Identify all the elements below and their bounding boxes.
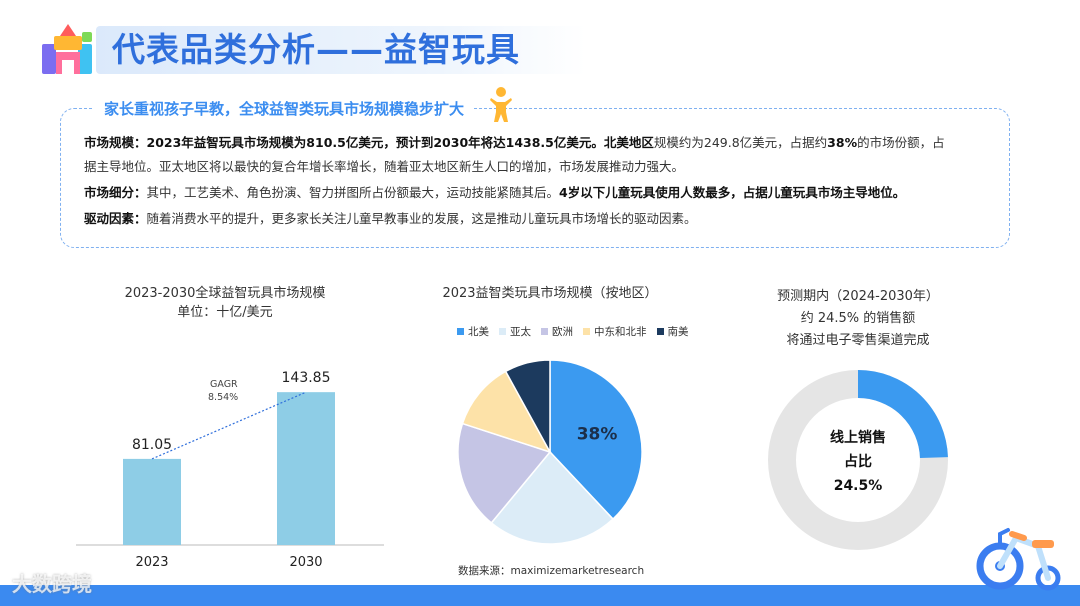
legend-swatch (541, 328, 548, 335)
data-source: 数据来源：maximizemarketresearch (458, 565, 645, 577)
label-market-size: 市场规模： (84, 135, 147, 150)
bar-category-label: 2023 (135, 555, 168, 570)
legend-item: 亚太 (499, 324, 531, 339)
legend-label: 南美 (667, 326, 689, 338)
donut-title-line-2: 约 24.5% 的销售额 (800, 311, 916, 326)
donut-online-sales-arc (857, 370, 948, 459)
label-segmentation: 市场细分： (84, 185, 147, 200)
segmentation-highlight: 4岁以下儿童玩具使用人数最多，占据儿童玩具市场主导地位。 (559, 185, 906, 200)
donut-center-label: 线上销售 (830, 429, 886, 446)
pie-chart-title: 2023益智类玩具市场规模（按地区） (442, 286, 658, 301)
legend-label: 北美 (468, 326, 489, 338)
bar-chart-title: 2023-2030全球益智玩具市场规模 单位：十亿/美元 (90, 284, 360, 322)
bar-2030 (277, 392, 335, 545)
legend-label: 亚太 (510, 326, 531, 338)
legend-item: 南美 (656, 324, 689, 339)
pie-legend: 北美 亚太 欧洲 中东和北非 南美 (457, 324, 689, 339)
watermark-logo: 大数跨境 (12, 568, 92, 597)
legend-swatch (499, 328, 506, 335)
child-figure-icon (490, 87, 512, 122)
paragraph-segmentation: 市场细分：其中，工艺美术、角色扮演、智力拼图所占份额最大，运动技能紧随其后。4岁… (84, 182, 905, 204)
pie-chart: 38% (457, 359, 643, 545)
legend-label: 中东和北非 (594, 326, 647, 338)
legend-swatch (457, 328, 464, 335)
bar-chart: 81.05 2023 143.85 2030 GAGR 8.54% (76, 370, 384, 570)
market-size-highlight: 2023年益智玩具市场规模为810.5亿美元，预计到2030年将达1438.5亿… (146, 135, 654, 150)
paragraph-market-size-line2: 据主导地位。亚太地区将以最快的复合年增长率增长，随着亚太地区新生人口的增加，市场… (84, 159, 685, 174)
gagr-label: GAGR (210, 379, 238, 390)
bar-value-label: 81.05 (132, 437, 172, 453)
paragraph-market-size: 市场规模：2023年益智玩具市场规模为810.5亿美元，预计到2030年将达14… (84, 132, 945, 154)
legend-swatch (583, 328, 590, 335)
pie-slice-亚太 (490, 450, 615, 545)
bar-value-label: 143.85 (282, 370, 331, 386)
watermark-text: 大数跨境 (12, 572, 92, 596)
segmentation-text: 其中，工艺美术、角色扮演、智力拼图所占份额最大，运动技能紧随其后。 (146, 185, 560, 200)
page-title: 代表品类分析——益智玩具 (112, 30, 520, 69)
donut-title-line-3: 将通过电子零售渠道完成 (786, 333, 930, 348)
bar-chart-unit: 单位：十亿/美元 (177, 305, 273, 320)
pie-slice-中东和北非 (461, 370, 552, 454)
tricycle-icon (976, 528, 1061, 591)
donut-title-line-1: 预测期内（2024-2030年） (777, 289, 939, 304)
donut-chart-title: 预测期内（2024-2030年） 约 24.5% 的销售额 将通过电子零售渠道完… (742, 286, 974, 352)
market-size-text-2: 的市场份额，占 (857, 135, 945, 150)
paragraph-drivers: 驱动因素：随着消费水平的提升，更多家长关注儿童早教事业的发展，这是推动儿童玩具市… (84, 208, 697, 230)
pie-slice-欧洲 (457, 422, 552, 524)
label-drivers: 驱动因素： (84, 211, 147, 226)
legend-swatch (656, 328, 664, 335)
legend-item: 中东和北非 (583, 324, 647, 339)
pie-slice-南美 (504, 359, 551, 453)
market-size-text: 规模约为249.8亿美元，占据约 (653, 135, 828, 150)
legend-label: 欧洲 (552, 326, 573, 338)
footer-bar (0, 585, 1080, 606)
title-band (96, 26, 586, 74)
bar-2023 (123, 458, 181, 545)
market-share-value: 38% (827, 135, 858, 150)
pie-slice-label: 38% (577, 424, 618, 444)
drivers-text: 随着消费水平的提升，更多家长关注儿童早教事业的发展，这是推动儿童玩具市场增长的驱… (146, 211, 697, 226)
pie-slice-北美 (549, 359, 643, 521)
bar-category-label: 2030 (289, 555, 322, 570)
summary-box (60, 108, 1010, 248)
donut-center-label: 占比 (844, 453, 872, 470)
donut-center-label: 24.5% (834, 478, 883, 494)
toy-blocks-icon (42, 24, 92, 74)
gagr-value: 8.54% (208, 392, 238, 403)
legend-item: 欧洲 (541, 324, 573, 339)
bar-chart-title-text: 2023-2030全球益智玩具市场规模 (124, 286, 326, 301)
legend-item: 北美 (457, 324, 489, 339)
summary-heading: 家长重视孩子早教，全球益智类玩具市场规模稳步扩大 (94, 96, 475, 122)
